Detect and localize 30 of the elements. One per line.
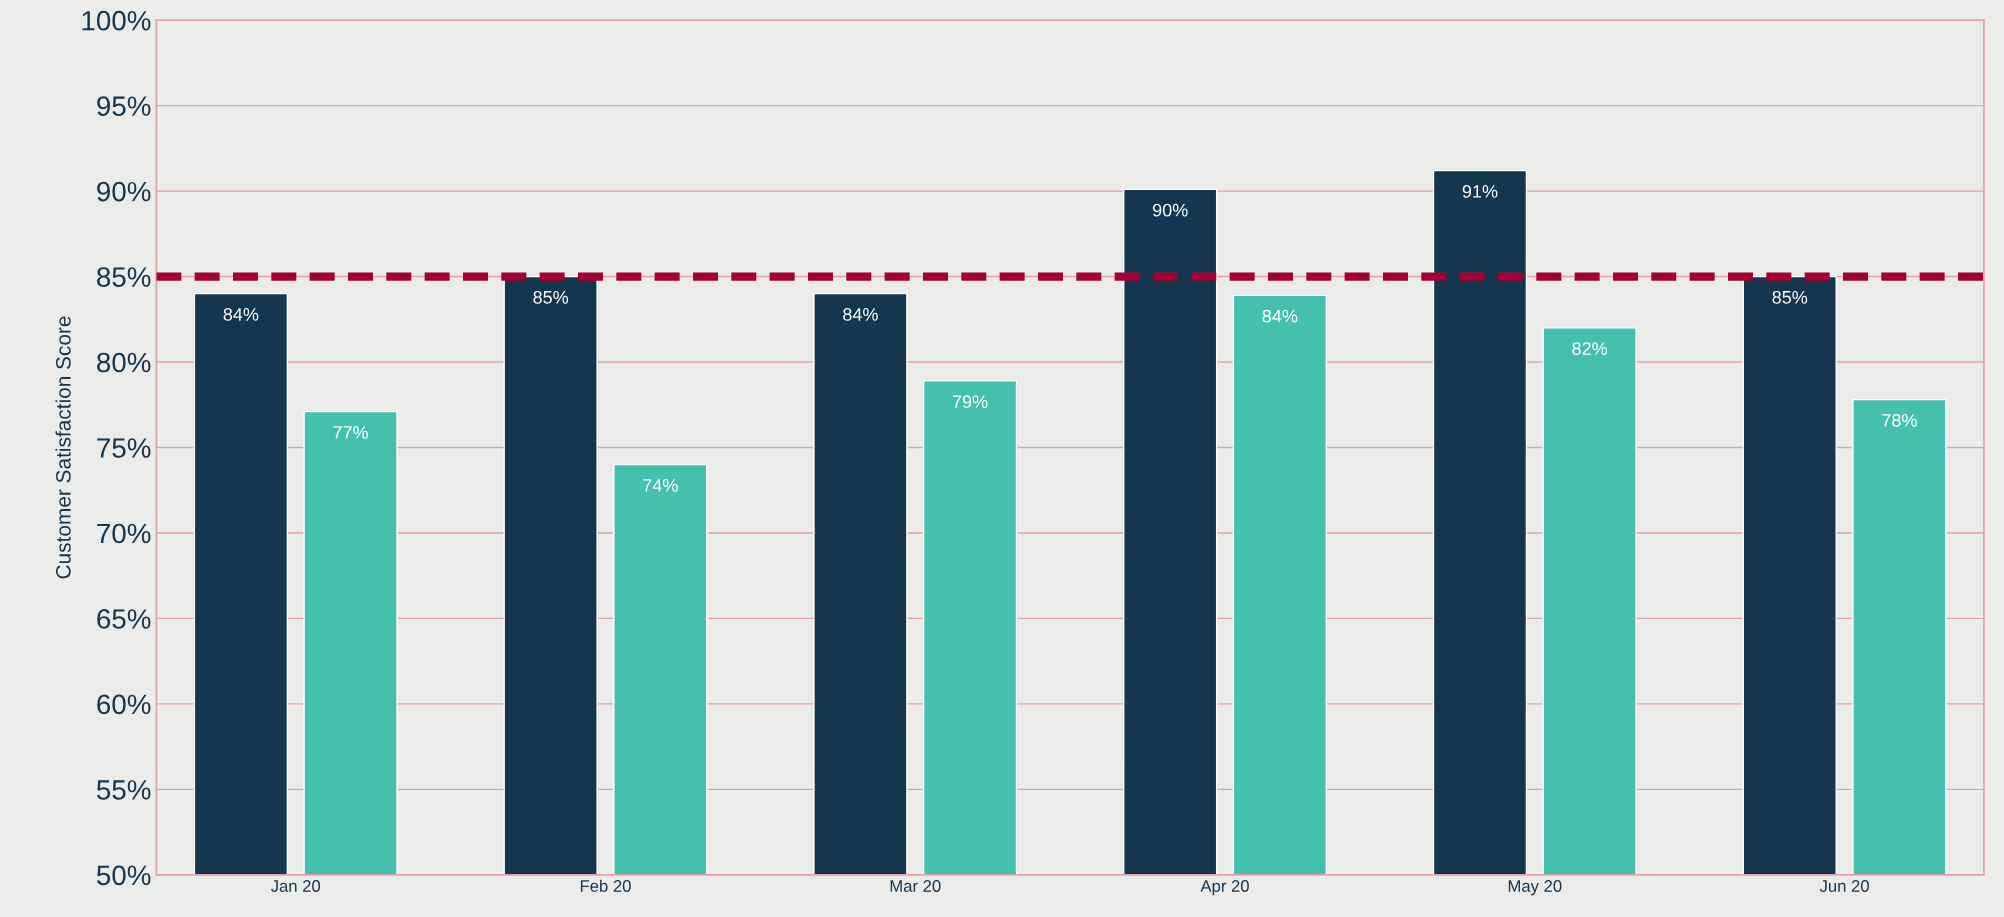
- data-label: 84%: [1262, 309, 1298, 323]
- data-label: 82%: [1572, 342, 1608, 355]
- y-tick-label: 80%: [97, 352, 151, 373]
- data-label: 77%: [333, 426, 368, 439]
- y-tick-label: 75%: [97, 438, 151, 458]
- data-label: 79%: [952, 395, 988, 408]
- x-tick-label: Apr 20: [1200, 880, 1249, 896]
- y-tick-label: 95%: [97, 96, 151, 116]
- y-tick-label: 55%: [96, 780, 151, 800]
- x-tick-label: Mar 20: [890, 880, 941, 892]
- x-tick-label: May 20: [1508, 880, 1562, 896]
- data-label: 90%: [1152, 203, 1188, 217]
- data-label: 84%: [223, 308, 259, 321]
- data-label: 74%: [643, 479, 678, 492]
- y-axis-title: Customer Satisfaction Score: [55, 316, 71, 579]
- x-tick-label: Jan 20: [270, 880, 321, 892]
- data-label: 84%: [843, 308, 878, 321]
- data-label: 78%: [1882, 414, 1917, 427]
- data-label: 91%: [1462, 184, 1498, 198]
- y-tick-label: 100%: [82, 10, 151, 31]
- y-tick-label: 70%: [97, 523, 151, 544]
- y-tick-label: 90%: [97, 181, 151, 202]
- y-tick-label: 85%: [97, 267, 151, 287]
- data-label: 85%: [1772, 290, 1808, 304]
- y-tick-label: 60%: [97, 694, 151, 715]
- data-label: 85%: [533, 290, 569, 304]
- x-tick-label: Jun 20: [1819, 880, 1869, 892]
- y-tick-label: 65%: [97, 609, 151, 629]
- x-tick-label: Feb 20: [580, 879, 631, 892]
- y-tick-label: 50%: [96, 865, 151, 886]
